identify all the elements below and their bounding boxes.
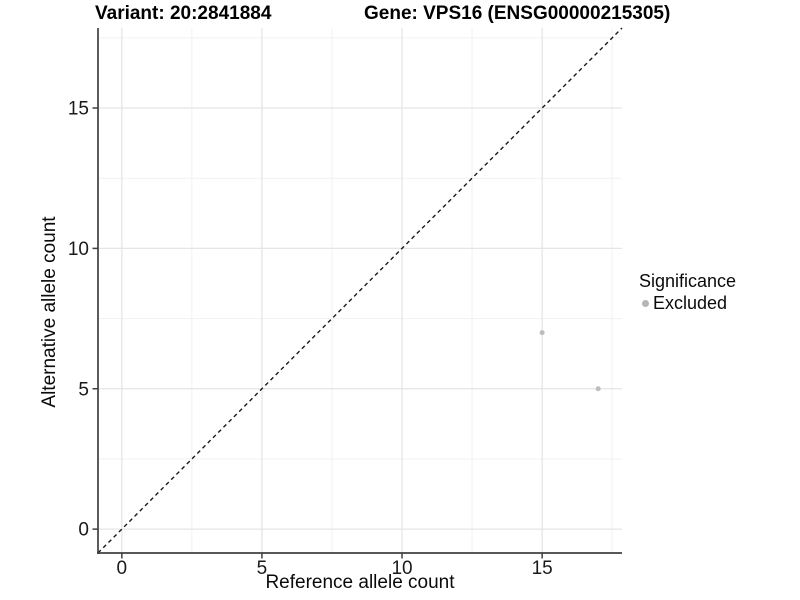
legend-item-label: Excluded xyxy=(653,293,728,313)
y-tick-label: 15 xyxy=(68,99,89,120)
x-axis-title: Reference allele count xyxy=(265,572,455,593)
x-tick-label: 5 xyxy=(257,558,268,579)
x-tick-label: 15 xyxy=(532,558,553,579)
data-point xyxy=(539,330,545,336)
data-point xyxy=(595,386,601,392)
y-tick-label: 10 xyxy=(68,239,89,260)
y-tick-label: 0 xyxy=(78,520,89,541)
x-tick-label: 10 xyxy=(391,558,412,579)
identity-dashed-line xyxy=(97,27,623,554)
legend-point-icon xyxy=(642,299,649,307)
y-tick-label: 5 xyxy=(78,379,89,400)
gene-title: Gene: VPS16 (ENSG00000215305) xyxy=(364,3,671,24)
legend-title: Significance xyxy=(639,271,737,291)
x-tick-label: 0 xyxy=(117,558,128,579)
legend-item-excluded: Excluded xyxy=(639,293,736,313)
y-axis-title: Alternative allele count xyxy=(39,216,60,408)
variant-title: Variant: 20:2841884 xyxy=(95,3,272,24)
legend: Significance Excluded xyxy=(639,271,736,313)
